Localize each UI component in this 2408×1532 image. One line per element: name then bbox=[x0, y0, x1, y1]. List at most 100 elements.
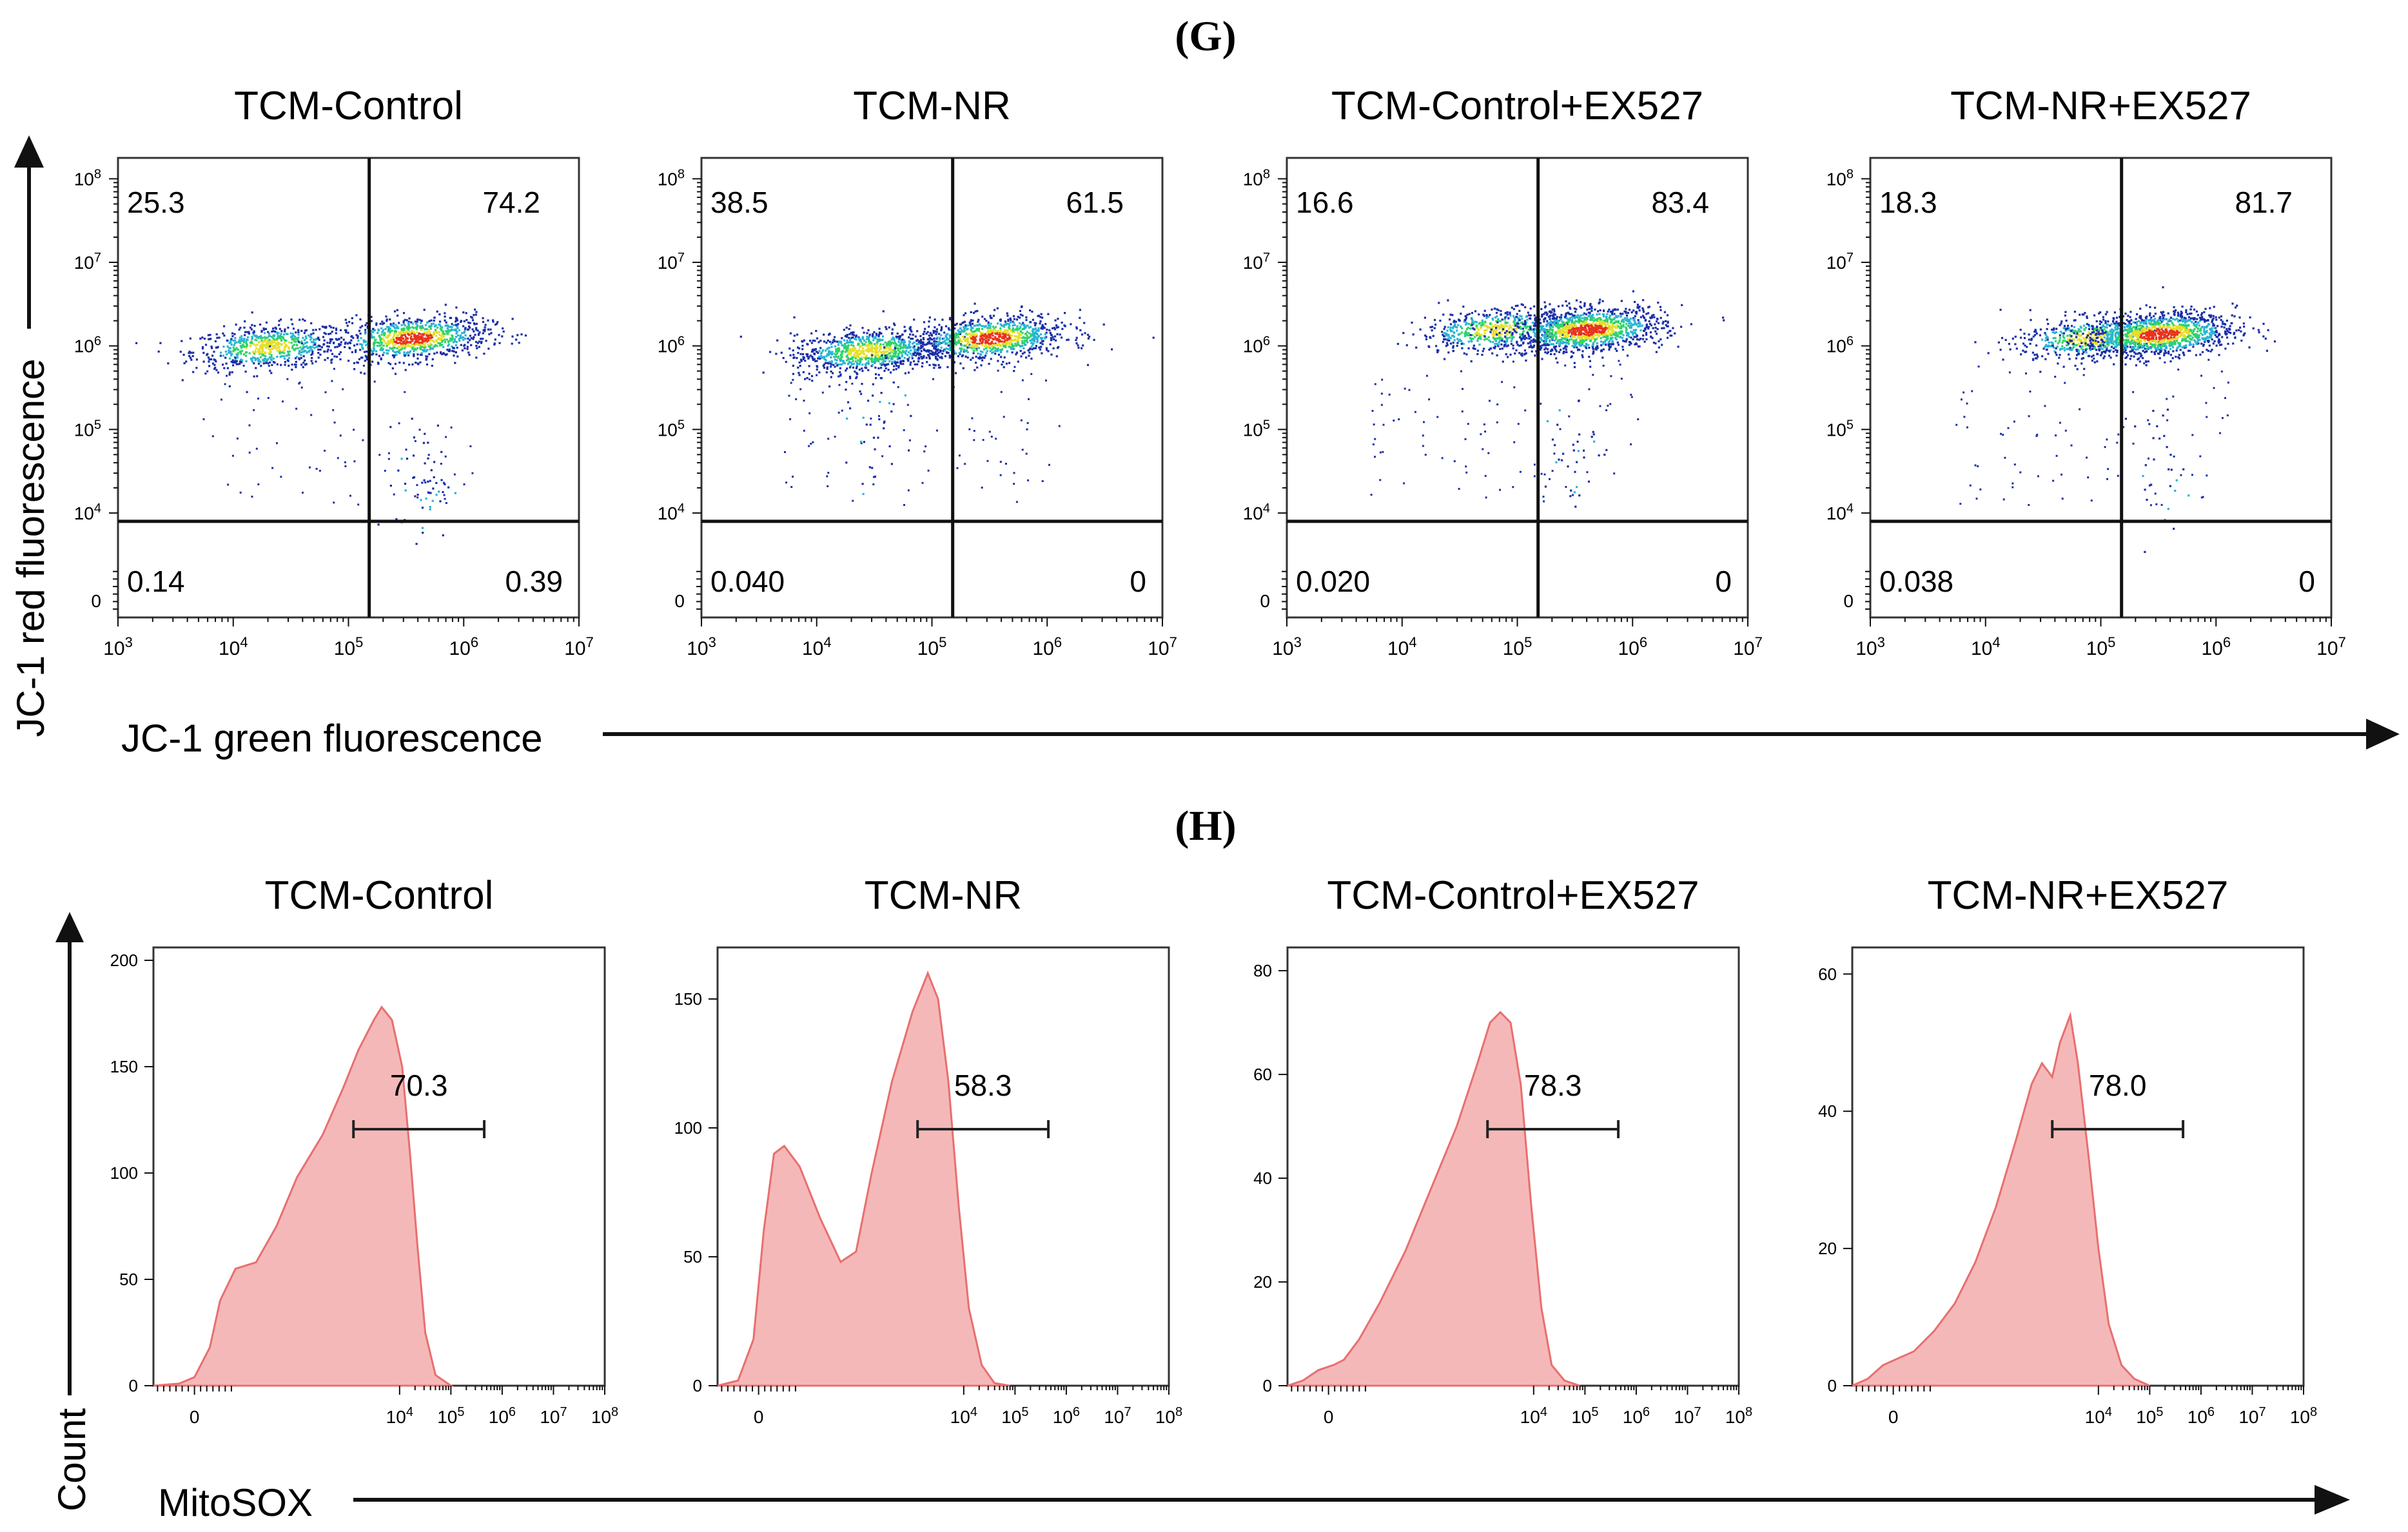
jc1-event-dot bbox=[400, 324, 403, 327]
jc1-event-dot bbox=[304, 320, 306, 322]
jc1-event-dot bbox=[240, 349, 243, 352]
jc1-event-dot bbox=[311, 362, 314, 365]
jc1-event-dot bbox=[1554, 313, 1556, 316]
jc1-sparse-dot bbox=[226, 374, 228, 377]
jc1-event-dot bbox=[469, 335, 472, 337]
jc1-event-dot bbox=[928, 364, 931, 367]
jc1-event-dot bbox=[324, 350, 326, 353]
jc1-event-dot bbox=[961, 340, 963, 343]
jc1-event-dot bbox=[1446, 344, 1449, 346]
jc1-event-dot bbox=[304, 350, 307, 353]
jc1-sparse-dot bbox=[808, 412, 811, 414]
jc1-event-dot bbox=[823, 358, 826, 361]
jc1-event-dot bbox=[1465, 324, 1467, 326]
jc1-event-dot bbox=[1050, 333, 1052, 336]
jc1-sparse-dot bbox=[928, 356, 931, 359]
jc1-event-dot bbox=[1645, 333, 1648, 336]
jc1-event-dot bbox=[444, 319, 446, 322]
jc1-event-dot bbox=[845, 335, 848, 338]
jc1-event-dot bbox=[400, 342, 403, 345]
jc1-event-dot bbox=[1635, 313, 1638, 315]
jc1-event-dot bbox=[329, 333, 332, 335]
jc1-event-dot bbox=[1554, 349, 1557, 351]
jc1-event-dot bbox=[971, 331, 974, 333]
jc1-event-dot bbox=[1008, 323, 1010, 325]
jc1-event-dot bbox=[900, 340, 903, 344]
jc1-event-dot bbox=[449, 340, 452, 342]
jc1-event-dot bbox=[476, 342, 479, 344]
jc1-event-dot bbox=[875, 333, 877, 335]
jc1-event-dot bbox=[861, 383, 863, 385]
jc1-event-dot bbox=[1504, 344, 1507, 346]
jc1-event-dot bbox=[449, 350, 451, 353]
jc1-event-dot bbox=[828, 385, 831, 388]
jc1-event-dot bbox=[903, 340, 905, 342]
jc1-event-dot bbox=[1402, 332, 1405, 335]
jc1-event-dot bbox=[262, 348, 264, 351]
jc1-event-dot bbox=[1463, 318, 1466, 322]
jc1-event-dot bbox=[1522, 330, 1525, 333]
jc1-event-dot bbox=[979, 340, 982, 342]
jc1-event-dot bbox=[411, 347, 414, 350]
x-tick-label: 103 bbox=[103, 634, 133, 660]
jc1-event-dot bbox=[380, 333, 383, 336]
jc1-event-dot bbox=[808, 356, 810, 358]
jc1-event-dot bbox=[244, 331, 247, 333]
jc1-event-dot bbox=[245, 360, 248, 363]
jc1-event-dot bbox=[910, 330, 913, 333]
jc1-event-dot bbox=[1461, 347, 1463, 349]
jc1-event-dot bbox=[317, 345, 319, 347]
jc1-event-dot bbox=[862, 347, 865, 349]
jc1-event-dot bbox=[899, 344, 902, 347]
jc1-sparse-dot bbox=[445, 502, 447, 504]
jc1-event-dot bbox=[1514, 324, 1517, 327]
jc1-event-dot bbox=[935, 340, 938, 343]
jc1-event-dot bbox=[825, 355, 828, 358]
jc1-event-dot bbox=[1474, 333, 1476, 335]
jc1-event-dot bbox=[853, 349, 856, 352]
jc1-event-dot bbox=[1552, 343, 1555, 345]
jc1-event-dot bbox=[1456, 342, 1459, 344]
jc1-event-dot bbox=[475, 356, 478, 359]
jc1-event-dot bbox=[389, 318, 391, 321]
jc1-event-dot bbox=[1045, 347, 1048, 349]
jc1-event-dot bbox=[941, 342, 944, 344]
jc1-event-dot bbox=[954, 327, 956, 330]
jc1-event-dot bbox=[455, 332, 458, 335]
jc1-sparse-dot bbox=[353, 429, 355, 431]
jc1-event-dot bbox=[244, 334, 246, 336]
jc1-event-dot bbox=[272, 334, 275, 336]
jc1-sparse-dot bbox=[799, 388, 802, 391]
jc1-event-dot bbox=[427, 337, 429, 340]
jc1-event-dot bbox=[1087, 337, 1090, 340]
jc1-event-dot bbox=[1549, 318, 1551, 320]
jc1-event-dot bbox=[1453, 339, 1456, 342]
jc1-event-dot bbox=[876, 338, 879, 341]
jc1-event-dot bbox=[468, 325, 471, 328]
jc1-event-dot bbox=[876, 357, 878, 360]
jc1-event-dot bbox=[448, 348, 451, 351]
jc1-sparse-dot bbox=[387, 458, 390, 460]
jc1-event-dot bbox=[265, 342, 268, 344]
jc1-event-dot bbox=[999, 327, 1002, 330]
jc1-event-dot bbox=[217, 345, 219, 348]
jc1-event-dot bbox=[854, 347, 857, 350]
jc1-event-dot bbox=[413, 350, 415, 353]
jc1-event-dot bbox=[837, 350, 840, 353]
jc1-event-dot bbox=[326, 350, 329, 353]
jc1-tail-dot bbox=[884, 364, 886, 367]
jc1-event-dot bbox=[977, 347, 980, 349]
jc1-tail-dot bbox=[435, 494, 438, 496]
jc1-event-dot bbox=[992, 335, 994, 337]
jc1-event-dot bbox=[971, 335, 974, 338]
jc1-event-dot bbox=[244, 320, 246, 323]
jc1-event-dot bbox=[984, 342, 988, 345]
jc1-event-dot bbox=[828, 352, 831, 354]
jc1-event-dot bbox=[870, 355, 873, 358]
jc1-tail-dot bbox=[845, 461, 848, 464]
jc1-event-dot bbox=[361, 356, 364, 359]
jc1-event-dot bbox=[963, 349, 966, 353]
jc1-event-dot bbox=[939, 351, 941, 353]
jc1-event-dot bbox=[1478, 336, 1481, 338]
jc1-event-dot bbox=[279, 356, 282, 358]
